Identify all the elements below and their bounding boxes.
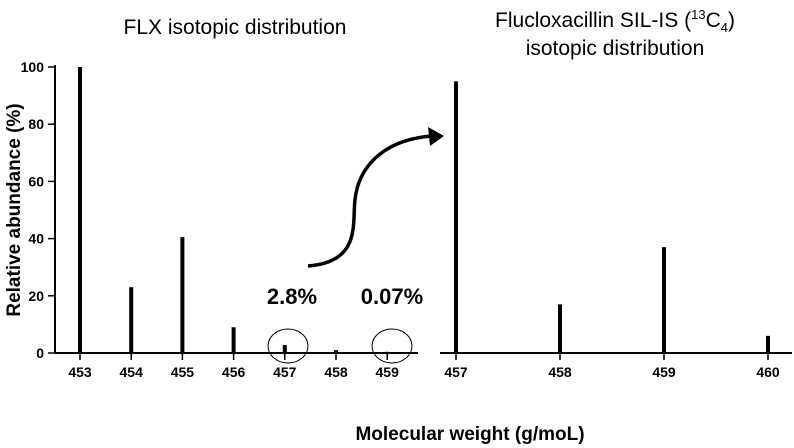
x-axis-label: Molecular weight (g/moL): [355, 424, 584, 445]
left-x-tick-label: 455: [171, 364, 195, 380]
left-x-tick-label: 458: [324, 364, 348, 380]
right-chart-title: Flucloxacillin SIL-IS (13C4): [495, 7, 735, 35]
arrowhead-icon: [428, 127, 444, 146]
right-bar-460: [766, 335, 770, 353]
left-x-tick-label: 454: [120, 364, 144, 380]
left-y-tick-label: 100: [21, 59, 45, 75]
right-bar-458: [558, 304, 562, 353]
left-bar-453: [78, 67, 82, 353]
right-bar-457: [454, 81, 458, 354]
left-bar-457: [282, 344, 287, 353]
left-chart-title: FLX isotopic distribution: [124, 16, 347, 39]
left-x-tick-label: 453: [68, 364, 92, 380]
left-x-tick-label: 457: [273, 364, 297, 380]
left-y-tick-label: 20: [28, 288, 44, 304]
right-x-tick-label: 458: [548, 364, 572, 380]
left-bar-456: [231, 327, 236, 353]
left-y-tick-label: 40: [28, 231, 44, 247]
right-chart-title-line2: isotopic distribution: [526, 37, 705, 60]
right-x-tick-label: 460: [756, 364, 780, 380]
left-y-tick-label: 60: [28, 173, 44, 189]
right-x-tick-label: 457: [444, 364, 468, 380]
highlight-circle-457: [267, 328, 309, 364]
annotation-457: 2.8%: [267, 284, 317, 309]
annotation-459: 0.07%: [361, 284, 423, 309]
y-axis-label: Relative abundance (%): [4, 103, 25, 316]
left-bar-458: [334, 350, 338, 353]
left-y-tick-label: 0: [36, 345, 44, 361]
curved-arrow-icon: [307, 134, 433, 268]
highlight-circle-459: [371, 328, 413, 364]
left-bar-459: [385, 351, 390, 353]
left-y-tick-label: 80: [28, 116, 44, 132]
left-bar-455: [180, 237, 185, 353]
right-x-tick-label: 459: [652, 364, 676, 380]
left-bar-454: [129, 287, 134, 353]
right-bar-459: [662, 247, 666, 353]
left-x-tick-label: 456: [222, 364, 246, 380]
left-x-tick-label: 459: [376, 364, 400, 380]
